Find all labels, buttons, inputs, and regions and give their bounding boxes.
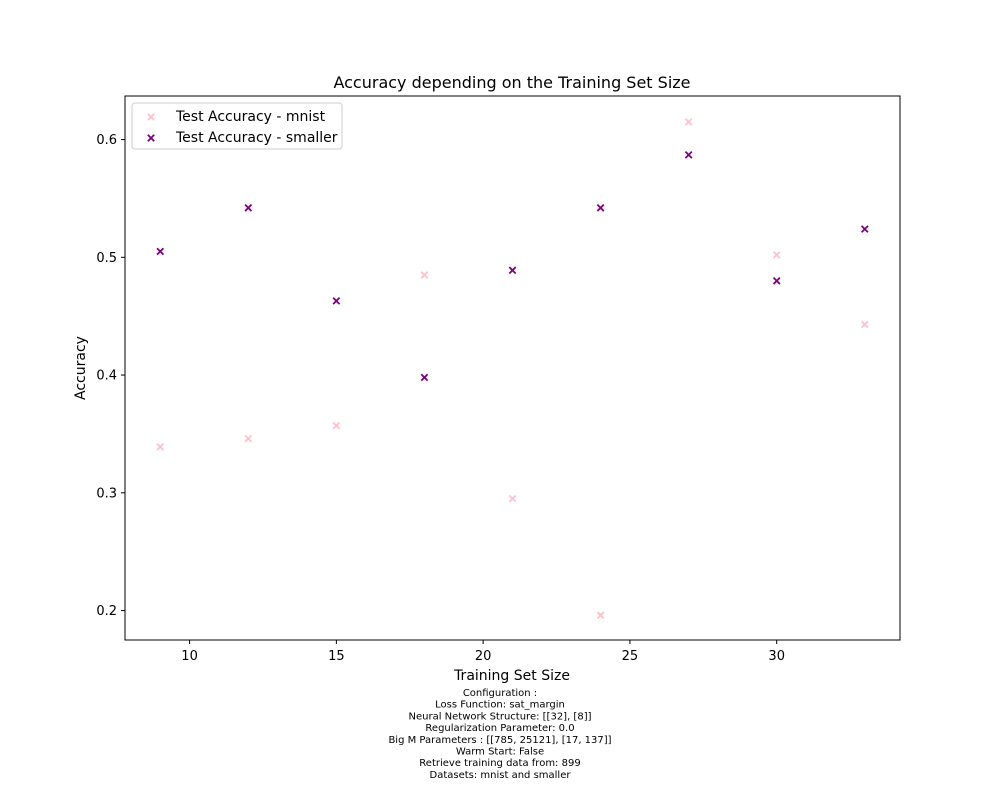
caption-line: Neural Network Structure: [[32], [8]] xyxy=(408,711,591,722)
data-point xyxy=(684,118,693,126)
caption-line: Retrieve training data from: 899 xyxy=(419,758,580,769)
configuration-caption: Configuration :Loss Function: sat_margin… xyxy=(388,688,611,781)
data-point xyxy=(860,320,869,329)
y-axis-label: Accuracy xyxy=(73,336,89,400)
series-1 xyxy=(156,151,869,382)
x-tick-label: 15 xyxy=(328,649,345,664)
x-axis-ticks: 10 15 20 25 30 xyxy=(181,640,785,664)
data-point xyxy=(772,277,781,285)
series-0 xyxy=(156,118,869,620)
data-point xyxy=(156,443,165,451)
legend-marker xyxy=(147,134,155,142)
data-point xyxy=(332,297,341,305)
legend-marker xyxy=(147,113,155,121)
data-point xyxy=(508,266,517,275)
data-point xyxy=(860,225,869,233)
caption-line: Warm Start: False xyxy=(456,747,544,758)
y-axis-ticks: 0.2 0.3 0.4 0.5 0.6 xyxy=(96,133,125,619)
y-tick-label: 0.6 xyxy=(96,133,117,148)
data-point xyxy=(420,373,429,382)
y-tick-label: 0.4 xyxy=(96,369,117,384)
data-point xyxy=(508,494,517,503)
x-tick-label: 25 xyxy=(622,649,639,664)
caption-line: Configuration : xyxy=(463,688,537,699)
data-point xyxy=(596,611,605,620)
x-tick-label: 20 xyxy=(475,649,492,664)
data-point xyxy=(420,271,429,279)
data-point xyxy=(156,247,165,256)
data-point xyxy=(596,204,605,212)
x-tick-label: 10 xyxy=(181,649,198,664)
legend-label: Test Accuracy - smaller xyxy=(175,130,338,146)
legend-box xyxy=(131,102,343,150)
plot-area xyxy=(124,95,901,641)
legend: Test Accuracy - mnist Test Accuracy - sma… xyxy=(131,102,343,150)
data-points xyxy=(156,118,869,620)
axes-frame xyxy=(124,95,901,641)
x-axis-label: Training Set Size xyxy=(453,668,570,684)
y-tick-label: 0.5 xyxy=(96,251,117,266)
data-point xyxy=(772,251,781,259)
data-point xyxy=(244,434,253,443)
data-point xyxy=(244,204,253,212)
caption-line: Loss Function: sat_margin xyxy=(435,700,565,711)
caption-line: Regularization Parameter: 0.0 xyxy=(425,723,574,734)
y-tick-label: 0.2 xyxy=(96,604,117,619)
data-point xyxy=(684,151,693,159)
caption-line: Datasets: mnist and smaller xyxy=(430,770,572,781)
legend-label: Test Accuracy - mnist xyxy=(175,109,326,125)
data-point xyxy=(332,421,341,430)
x-tick-label: 30 xyxy=(768,649,785,664)
chart-title: Accuracy depending on the Training Set S… xyxy=(333,73,690,92)
y-tick-label: 0.3 xyxy=(96,486,117,501)
caption-line: Big M Parameters : [[785, 25121], [17, 1… xyxy=(388,735,611,746)
